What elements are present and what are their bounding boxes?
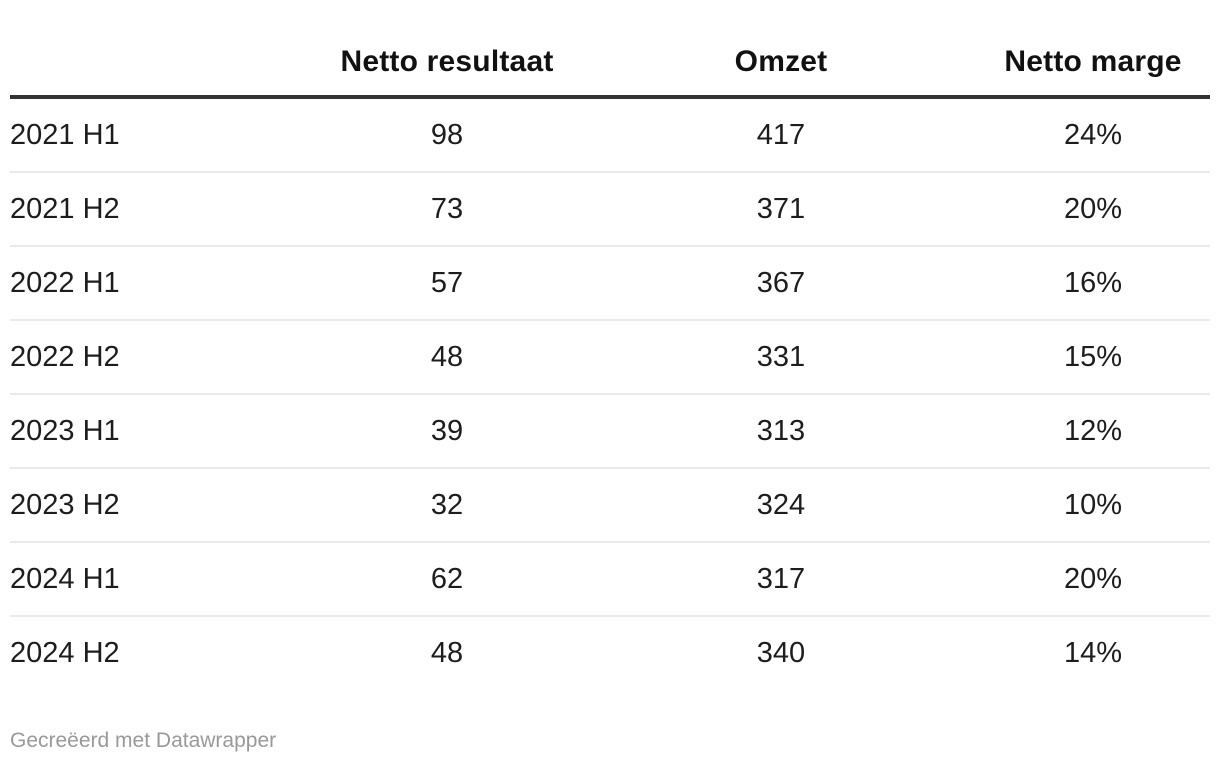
cell-period: 2023 H2 <box>10 468 308 543</box>
table-row: 2022 H1 57 367 16% <box>10 246 1210 321</box>
cell-period: 2024 H1 <box>10 542 308 617</box>
table-row: 2024 H1 62 317 20% <box>10 542 1210 617</box>
column-header-netto-marge: Netto marge <box>976 0 1210 99</box>
cell-value: 313 <box>586 394 976 469</box>
cell-value: 417 <box>586 97 976 173</box>
table-row: 2021 H1 98 417 24% <box>10 97 1210 173</box>
datawrapper-link[interactable]: Datawrapper <box>155 729 277 752</box>
attribution-text: Gecreëerd met <box>10 729 156 752</box>
cell-value: 57 <box>308 246 586 321</box>
cell-period: 2022 H1 <box>10 246 308 321</box>
cell-period: 2024 H2 <box>10 636 120 669</box>
cell-value: 14% <box>1063 636 1123 669</box>
cell-value: 371 <box>586 172 976 247</box>
cell-value: 32 <box>308 468 586 543</box>
cell-value: 331 <box>586 320 976 395</box>
column-header-netto-resultaat: Netto resultaat <box>308 0 586 99</box>
cell-period: 2023 H1 <box>10 394 308 469</box>
table-row: 2023 H2 32 324 10% <box>10 468 1210 543</box>
cell-period: 2021 H1 <box>10 97 308 173</box>
header-row: Netto resultaat Omzet Netto marge <box>10 0 1210 99</box>
cell-value: 317 <box>586 542 976 617</box>
table-row: 2024 H2 48 340 14% <box>10 616 1210 689</box>
table-body: 2021 H1 98 417 24% 2021 H2 73 371 20% 2022 H1 57 3… <box>10 97 1210 689</box>
column-header-period <box>10 0 308 99</box>
data-table: Netto resultaat Omzet Netto marge 2021 H… <box>10 0 1210 689</box>
cell-value: 20% <box>976 542 1210 617</box>
cell-value: 16% <box>976 246 1210 321</box>
cell-value: 48 <box>430 636 464 669</box>
cell-value: 12% <box>976 394 1210 469</box>
cell-value: 62 <box>308 542 586 617</box>
attribution: Gecreëerd met Datawrapper <box>10 729 1210 753</box>
column-header-omzet: Omzet <box>586 0 976 99</box>
table-row: 2021 H2 73 371 20% <box>10 172 1210 247</box>
cell-value: 48 <box>308 320 586 395</box>
table-row: 2022 H2 48 331 15% <box>10 320 1210 395</box>
cell-period: 2022 H2 <box>10 320 308 395</box>
cell-value: 73 <box>308 172 586 247</box>
cell-value: 24% <box>976 97 1210 173</box>
cell-value: 20% <box>976 172 1210 247</box>
cell-value: 10% <box>976 468 1210 543</box>
cell-value: 98 <box>308 97 586 173</box>
cell-value: 15% <box>976 320 1210 395</box>
cell-value: 324 <box>586 468 976 543</box>
table-row: 2023 H1 39 313 12% <box>10 394 1210 469</box>
cell-period: 2021 H2 <box>10 172 308 247</box>
cell-value: 39 <box>308 394 586 469</box>
cell-value: 367 <box>586 246 976 321</box>
cell-value: 340 <box>756 636 806 669</box>
